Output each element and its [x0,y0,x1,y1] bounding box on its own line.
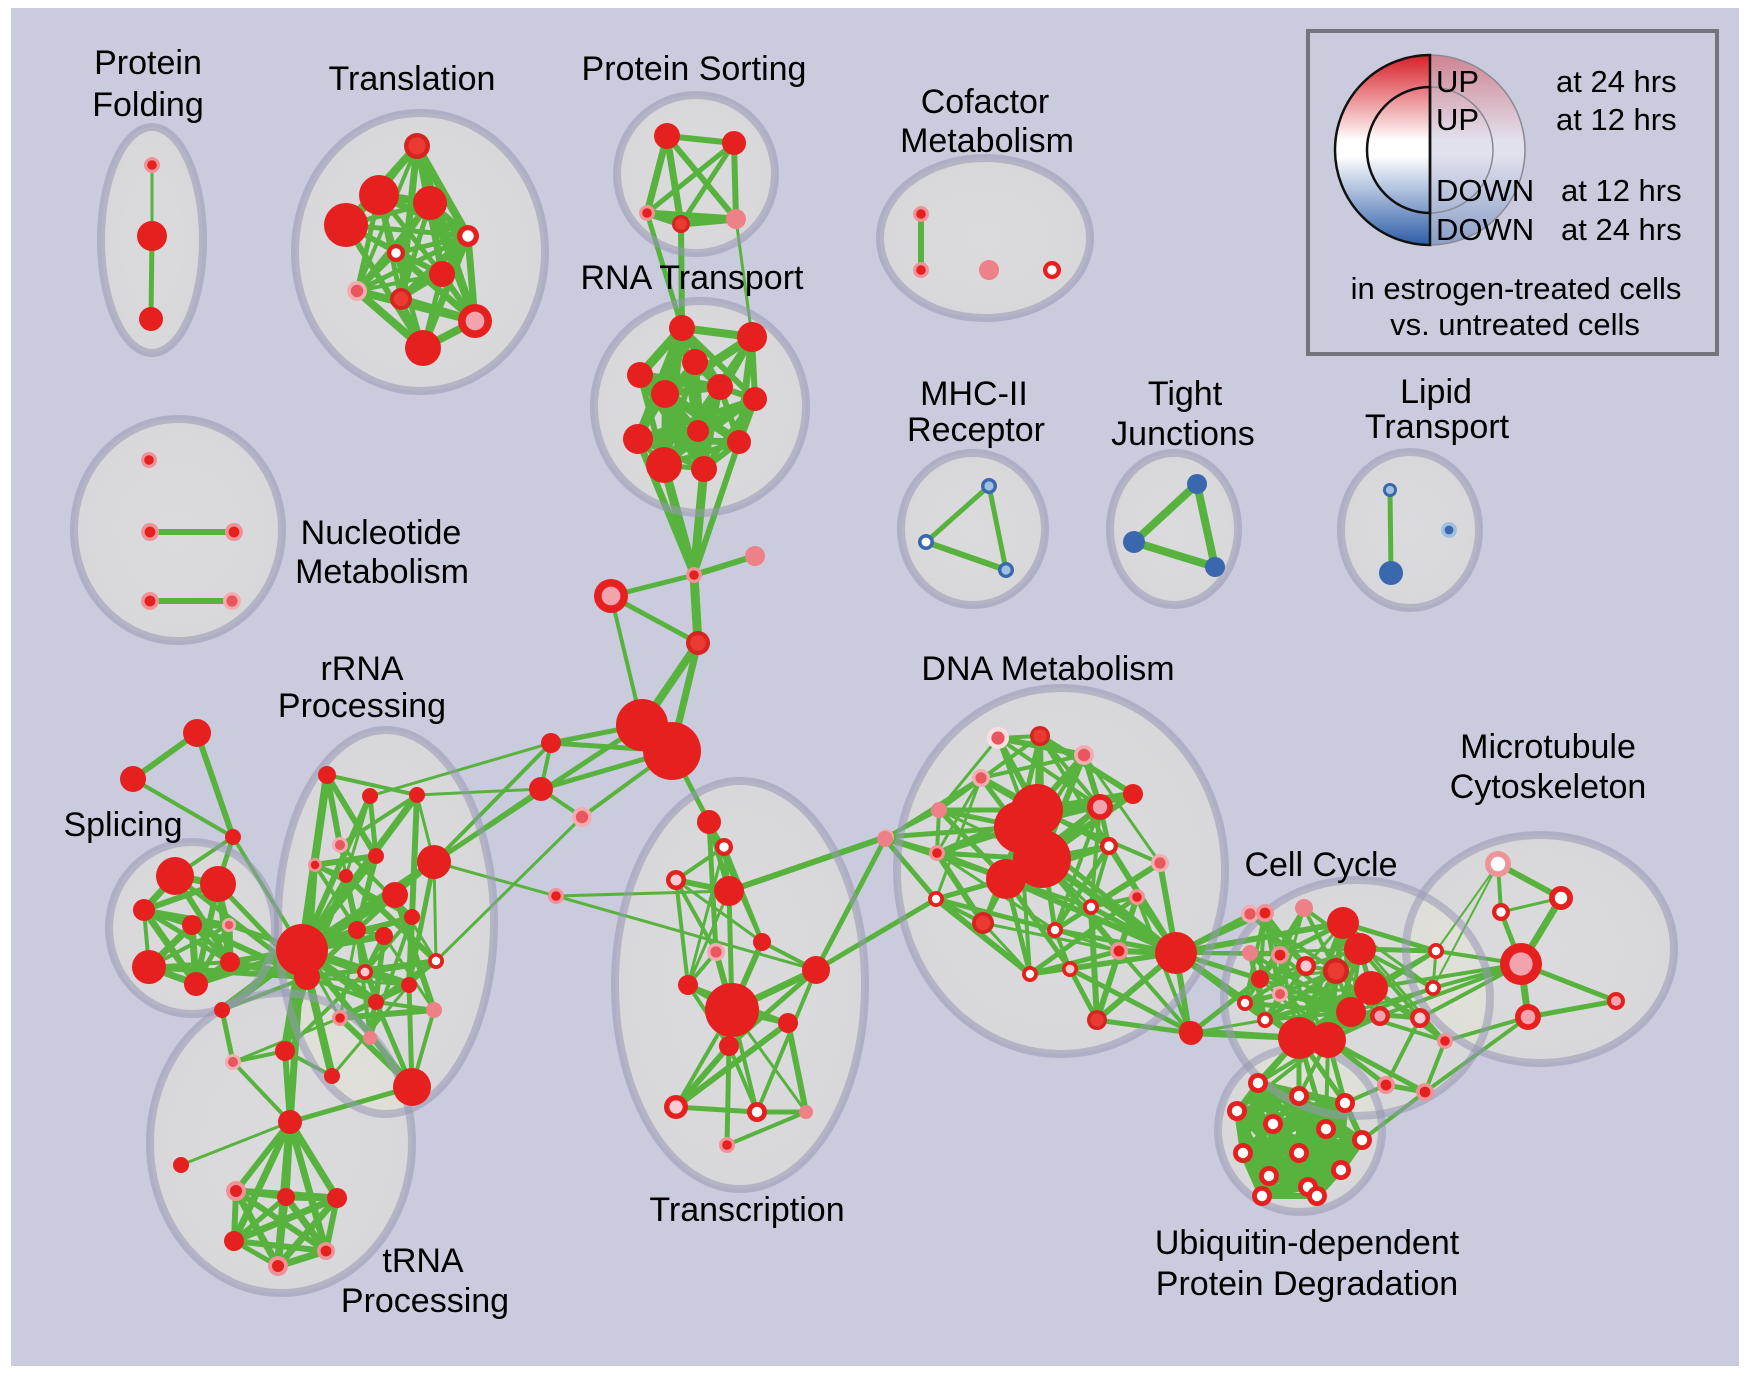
svg-text:at 24 hrs: at 24 hrs [1556,64,1677,99]
svg-text:UP: UP [1436,64,1479,99]
svg-text:at 12 hrs: at 12 hrs [1556,102,1677,137]
svg-text:rRNA: rRNA [320,650,403,688]
svg-text:Cell Cycle: Cell Cycle [1244,846,1397,884]
svg-text:Nucleotide: Nucleotide [301,514,462,552]
svg-text:Folding: Folding [92,86,204,124]
svg-text:Protein Degradation: Protein Degradation [1156,1265,1458,1303]
svg-text:Metabolism: Metabolism [900,122,1074,160]
svg-text:Splicing: Splicing [63,806,182,844]
svg-text:Processing: Processing [341,1282,509,1320]
svg-text:Tight: Tight [1148,375,1223,413]
svg-text:at 12 hrs: at 12 hrs [1561,173,1682,208]
svg-text:DOWN: DOWN [1436,212,1534,247]
svg-text:Ubiquitin-dependent: Ubiquitin-dependent [1155,1224,1460,1262]
svg-text:Protein: Protein [94,44,202,82]
svg-text:Junctions: Junctions [1111,415,1255,453]
svg-text:MHC-II: MHC-II [920,375,1028,413]
svg-text:DOWN: DOWN [1436,173,1534,208]
svg-text:Processing: Processing [278,687,446,725]
svg-text:Protein Sorting: Protein Sorting [582,50,807,88]
svg-text:Translation: Translation [329,60,496,98]
svg-text:in estrogen-treated cells: in estrogen-treated cells [1351,271,1682,306]
svg-text:tRNA: tRNA [382,1242,464,1280]
svg-text:Cofactor: Cofactor [921,83,1050,121]
svg-text:Lipid: Lipid [1400,373,1472,411]
svg-text:Receptor: Receptor [907,411,1045,449]
svg-text:DNA Metabolism: DNA Metabolism [921,650,1174,688]
svg-text:Transcription: Transcription [649,1191,844,1229]
svg-text:Metabolism: Metabolism [295,553,469,591]
svg-text:RNA Transport: RNA Transport [581,259,805,297]
svg-text:vs. untreated cells: vs. untreated cells [1390,307,1640,342]
svg-text:Cytoskeleton: Cytoskeleton [1450,768,1647,806]
svg-text:UP: UP [1436,102,1479,137]
svg-text:Transport: Transport [1365,408,1510,446]
svg-text:Microtubule: Microtubule [1460,728,1636,766]
svg-text:at 24 hrs: at 24 hrs [1561,212,1682,247]
